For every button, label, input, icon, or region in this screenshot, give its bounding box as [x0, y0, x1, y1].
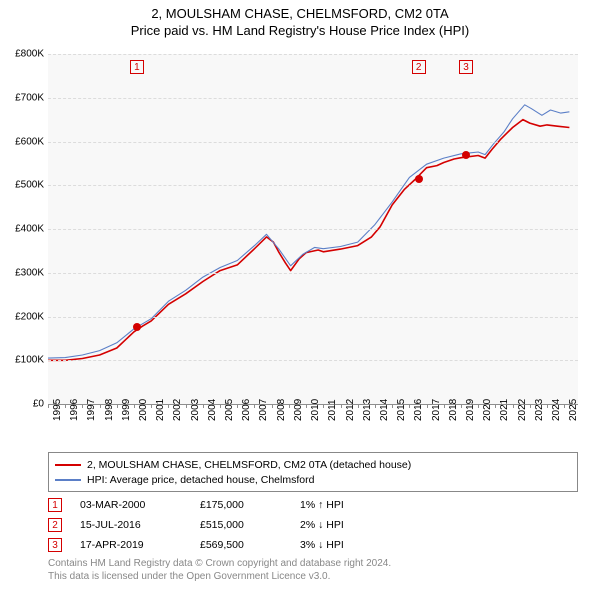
sale-price: £515,000 — [200, 519, 300, 531]
sale-diff: 3% ↓ HPI — [300, 539, 380, 551]
x-axis-label: 2024 — [551, 399, 562, 421]
sales-row: 3 17-APR-2019 £569,500 3% ↓ HPI — [48, 536, 380, 554]
sales-table: 1 03-MAR-2000 £175,000 1% ↑ HPI 2 15-JUL… — [48, 496, 380, 556]
x-axis-label: 1995 — [52, 399, 63, 421]
y-axis-label: £700K — [4, 92, 44, 103]
x-axis-label: 2009 — [293, 399, 304, 421]
legend-item: HPI: Average price, detached house, Chel… — [55, 472, 571, 487]
x-axis-label: 2019 — [465, 399, 476, 421]
y-axis-label: £800K — [4, 49, 44, 60]
x-axis-label: 2013 — [362, 399, 373, 421]
sale-dot — [415, 175, 423, 183]
x-axis-label: 1998 — [104, 399, 115, 421]
x-axis-label: 2005 — [224, 399, 235, 421]
x-axis-label: 2017 — [431, 399, 442, 421]
series-line-property — [48, 120, 569, 361]
x-axis-label: 2006 — [241, 399, 252, 421]
y-axis-label: £0 — [4, 399, 44, 410]
sale-marker: 1 — [130, 60, 144, 74]
sale-marker: 3 — [459, 60, 473, 74]
sale-date: 03-MAR-2000 — [80, 499, 200, 511]
sale-date: 15-JUL-2016 — [80, 519, 200, 531]
x-axis-label: 2023 — [534, 399, 545, 421]
sale-marker-icon: 3 — [48, 538, 62, 552]
sale-date: 17-APR-2019 — [80, 539, 200, 551]
sales-row: 2 15-JUL-2016 £515,000 2% ↓ HPI — [48, 516, 380, 534]
x-axis-label: 2001 — [155, 399, 166, 421]
x-axis-label: 2004 — [207, 399, 218, 421]
x-axis-label: 2008 — [276, 399, 287, 421]
sale-dot — [462, 151, 470, 159]
sale-diff: 1% ↑ HPI — [300, 499, 380, 511]
title-block: 2, MOULSHAM CHASE, CHELMSFORD, CM2 0TA P… — [0, 0, 600, 38]
sale-dot — [133, 323, 141, 331]
y-axis-label: £300K — [4, 267, 44, 278]
x-axis-label: 2002 — [172, 399, 183, 421]
x-axis-label: 2025 — [568, 399, 579, 421]
sale-diff: 2% ↓ HPI — [300, 519, 380, 531]
sales-row: 1 03-MAR-2000 £175,000 1% ↑ HPI — [48, 496, 380, 514]
sale-price: £569,500 — [200, 539, 300, 551]
x-axis-label: 2010 — [310, 399, 321, 421]
x-axis-label: 2022 — [517, 399, 528, 421]
x-axis-label: 2014 — [379, 399, 390, 421]
y-axis-label: £100K — [4, 355, 44, 366]
legend-item: 2, MOULSHAM CHASE, CHELMSFORD, CM2 0TA (… — [55, 457, 571, 472]
plot-area: £0£100K£200K£300K£400K£500K£600K£700K£80… — [48, 54, 578, 404]
footer-line: This data is licensed under the Open Gov… — [48, 571, 391, 584]
x-axis-label: 1999 — [121, 399, 132, 421]
x-axis-label: 2020 — [482, 399, 493, 421]
x-axis-label: 2021 — [499, 399, 510, 421]
sale-price: £175,000 — [200, 499, 300, 511]
series-line-hpi — [48, 105, 569, 358]
x-axis-label: 2000 — [138, 399, 149, 421]
y-axis-label: £400K — [4, 224, 44, 235]
y-axis-label: £500K — [4, 180, 44, 191]
chart-container: 2, MOULSHAM CHASE, CHELMSFORD, CM2 0TA P… — [0, 0, 600, 590]
x-axis-label: 1997 — [86, 399, 97, 421]
footer-line: Contains HM Land Registry data © Crown c… — [48, 558, 391, 571]
footer-attribution: Contains HM Land Registry data © Crown c… — [48, 558, 391, 583]
sale-marker-icon: 1 — [48, 498, 62, 512]
x-axis-label: 1996 — [69, 399, 80, 421]
legend-swatch — [55, 479, 81, 481]
legend-label: HPI: Average price, detached house, Chel… — [87, 474, 314, 486]
x-axis-label: 2011 — [327, 399, 338, 421]
x-axis-label: 2016 — [413, 399, 424, 421]
chart-title: 2, MOULSHAM CHASE, CHELMSFORD, CM2 0TA — [0, 6, 600, 21]
x-axis-label: 2012 — [345, 399, 356, 421]
legend: 2, MOULSHAM CHASE, CHELMSFORD, CM2 0TA (… — [48, 452, 578, 492]
sale-marker: 2 — [412, 60, 426, 74]
x-axis-label: 2007 — [258, 399, 269, 421]
x-axis-label: 2003 — [190, 399, 201, 421]
chart-subtitle: Price paid vs. HM Land Registry's House … — [0, 23, 600, 38]
x-axis-label: 2018 — [448, 399, 459, 421]
sale-marker-icon: 2 — [48, 518, 62, 532]
y-axis-label: £600K — [4, 136, 44, 147]
legend-swatch — [55, 464, 81, 466]
legend-label: 2, MOULSHAM CHASE, CHELMSFORD, CM2 0TA (… — [87, 459, 411, 471]
y-axis-label: £200K — [4, 311, 44, 322]
x-axis-label: 2015 — [396, 399, 407, 421]
